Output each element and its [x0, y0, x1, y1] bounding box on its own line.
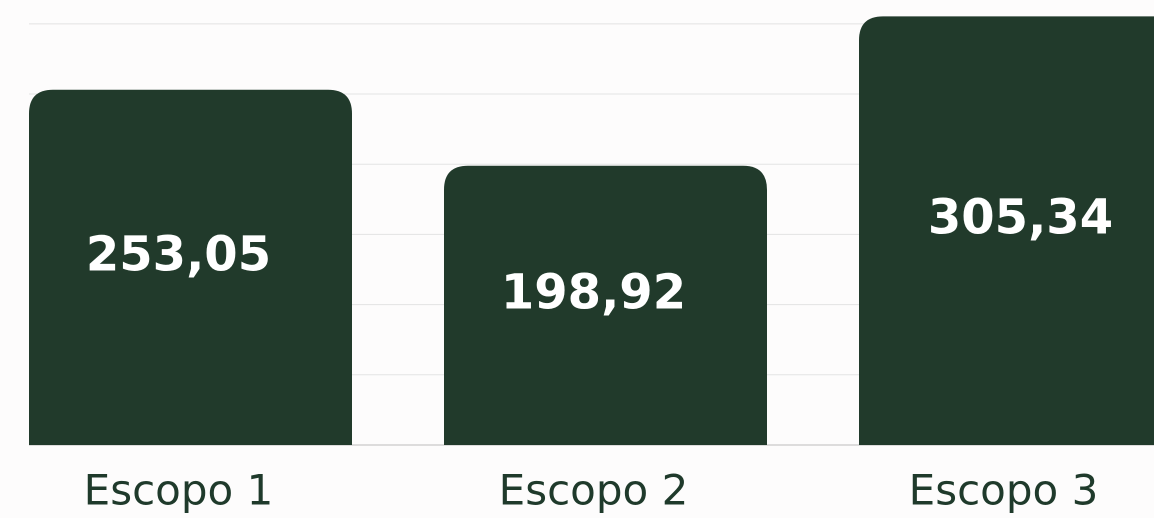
bar — [444, 165, 767, 446]
value-label: 305,34 — [928, 190, 1113, 246]
value-label: 253,05 — [86, 226, 271, 282]
bar — [29, 89, 352, 445]
value-label: 198,92 — [501, 264, 686, 320]
x-tick-label: Escopo 2 — [499, 466, 689, 515]
x-tick-label: Escopo 3 — [909, 466, 1099, 515]
bar — [859, 16, 1154, 445]
x-tick-label: Escopo 1 — [84, 466, 274, 515]
